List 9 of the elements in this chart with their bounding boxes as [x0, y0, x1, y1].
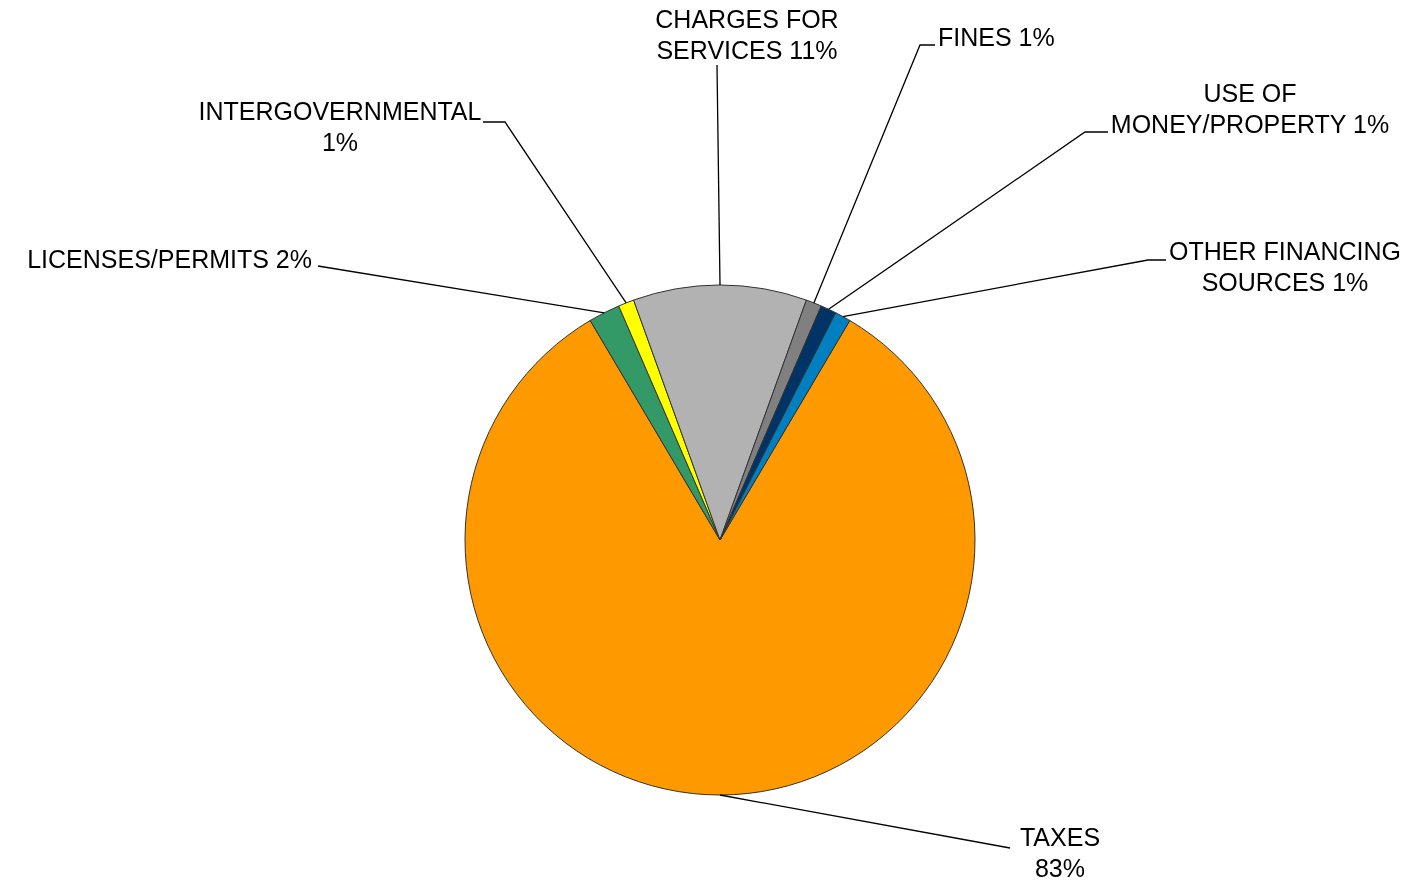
data-label: 83%: [1034, 854, 1086, 881]
slice-label: USE OF MONEY/PROPERTY 1%: [1110, 79, 1390, 138]
slice-label: TAXES: [1019, 823, 1101, 851]
slice-label: OTHER FINANCING SOURCES 1%: [1169, 237, 1401, 296]
data-label: 1%: [321, 128, 359, 156]
slice-label: LICENSES/PERMITS 2%: [27, 245, 312, 273]
slice-label: INTERGOVERNMENTAL: [198, 97, 482, 125]
slice-label: CHARGES FOR SERVICES 11%: [655, 5, 839, 64]
slice-label: FINES 1%: [938, 23, 1055, 51]
